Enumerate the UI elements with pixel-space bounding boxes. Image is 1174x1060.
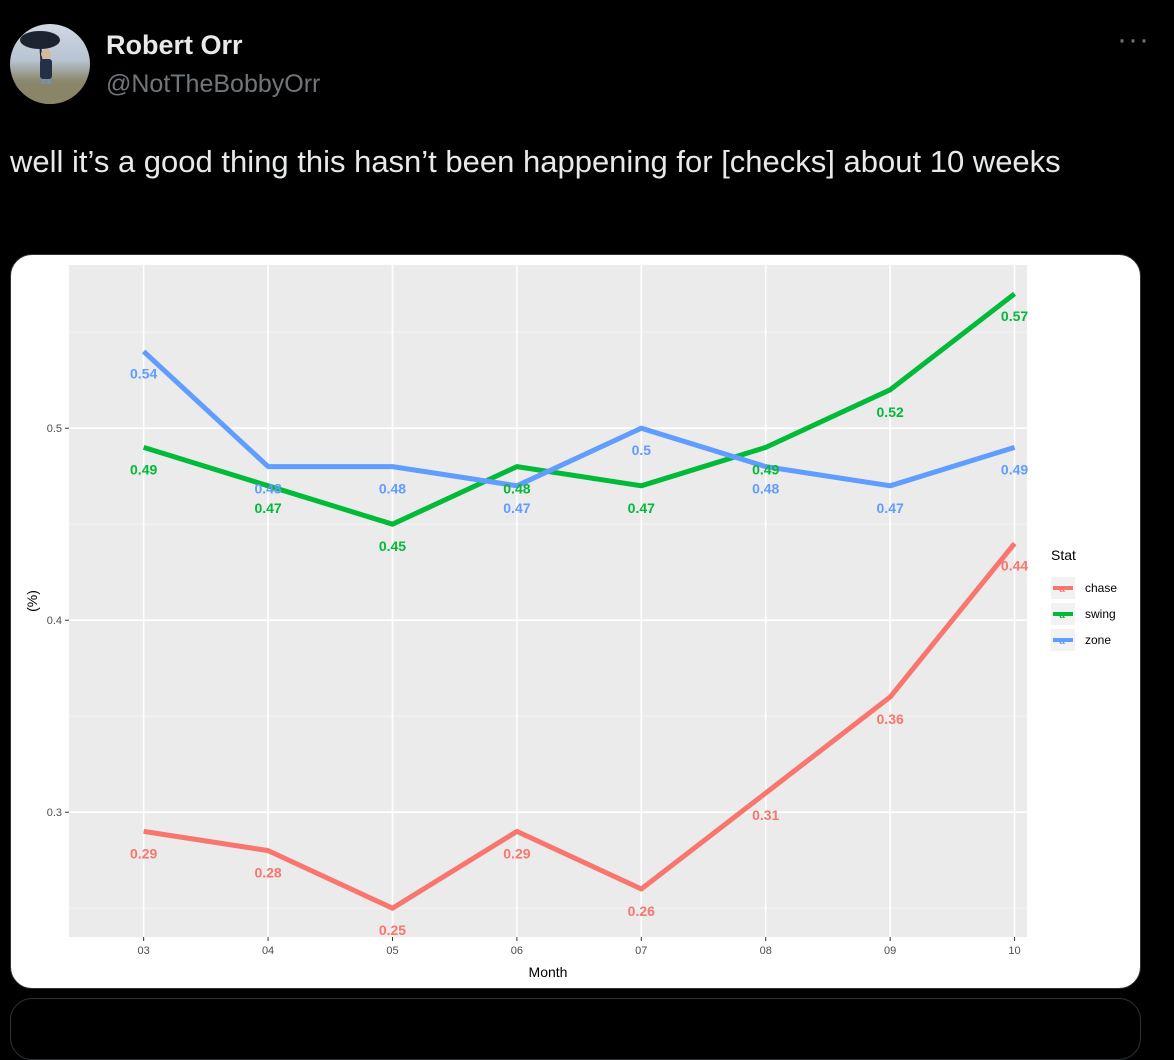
author-name[interactable]: Robert Orr: [106, 30, 243, 60]
data-label-zone: 0.47: [503, 500, 530, 516]
legend-title: Stat: [1051, 547, 1076, 563]
x-tick-label: 03: [138, 945, 150, 957]
more-options-icon[interactable]: ···: [1117, 23, 1150, 56]
avatar-photo-icon: [10, 31, 90, 104]
series-line-swing: [142, 291, 1017, 527]
data-label-zone: 0.48: [254, 481, 281, 497]
legend-key-glyph: a: [1059, 610, 1065, 621]
y-tick-label: 0.4: [47, 615, 62, 627]
y-tick-label: 0.5: [47, 423, 62, 435]
data-label-zone: 0.48: [379, 481, 406, 497]
data-label-zone: 0.47: [877, 500, 904, 516]
plot-panel: [69, 265, 1027, 937]
data-label-chase: 0.36: [877, 711, 904, 727]
data-label-chase: 0.44: [1001, 557, 1028, 573]
data-label-chase: 0.28: [254, 865, 281, 881]
legend-label-chase: chase: [1085, 581, 1117, 595]
legend-key-glyph: a: [1059, 636, 1065, 647]
y-tick-label: 0.3: [47, 807, 62, 819]
data-label-swing: 0.49: [130, 461, 157, 477]
tweet-media-image[interactable]: 0.3 0.4 0.5 03 04 05 06 07 08 09 10 Month (%) 0.29 0.2…: [10, 254, 1141, 989]
data-label-zone: 0.48: [752, 481, 779, 497]
data-label-zone: 0.5: [632, 442, 652, 458]
data-label-swing: 0.48: [503, 481, 530, 497]
series-line-zone: [141, 349, 1016, 489]
x-axis-title: Month: [529, 964, 568, 980]
data-label-chase: 0.31: [752, 807, 779, 823]
data-label-swing: 0.47: [254, 500, 281, 516]
next-card-edge: [10, 998, 1141, 1060]
tweet-text: well it’s a good thing this hasn’t been …: [10, 144, 1061, 179]
x-tick-label: 04: [262, 945, 274, 957]
legend-label-zone: zone: [1085, 633, 1111, 647]
data-label-zone: 0.54: [130, 365, 157, 381]
data-label-chase: 0.29: [503, 845, 530, 861]
data-label-chase: 0.26: [628, 903, 655, 919]
data-label-swing: 0.57: [1001, 308, 1028, 324]
data-label-swing: 0.45: [379, 538, 406, 554]
x-tick-label: 09: [884, 945, 896, 957]
data-label-swing: 0.52: [877, 404, 904, 420]
legend-key-glyph: a: [1059, 584, 1065, 595]
series-line-chase: [143, 541, 1017, 911]
y-axis-title: (%): [24, 590, 40, 612]
data-label-chase: 0.25: [379, 922, 406, 938]
data-label-swing: 0.47: [628, 500, 655, 516]
x-tick-label: 08: [760, 945, 772, 957]
x-tick-label: 10: [1008, 945, 1020, 957]
x-tick-label: 07: [635, 945, 647, 957]
legend-label-swing: swing: [1085, 607, 1116, 621]
x-tick-label: 05: [386, 945, 398, 957]
x-tick-label: 06: [511, 945, 523, 957]
data-label-swing: 0.49: [752, 461, 779, 477]
line-chart: 0.3 0.4 0.5 03 04 05 06 07 08 09 10 Month (%) 0.29 0.2…: [24, 265, 1117, 980]
author-avatar[interactable]: [10, 24, 90, 104]
author-handle[interactable]: @NotTheBobbyOrr: [106, 70, 321, 98]
data-label-zone: 0.49: [1001, 461, 1028, 477]
data-label-chase: 0.29: [130, 845, 157, 861]
